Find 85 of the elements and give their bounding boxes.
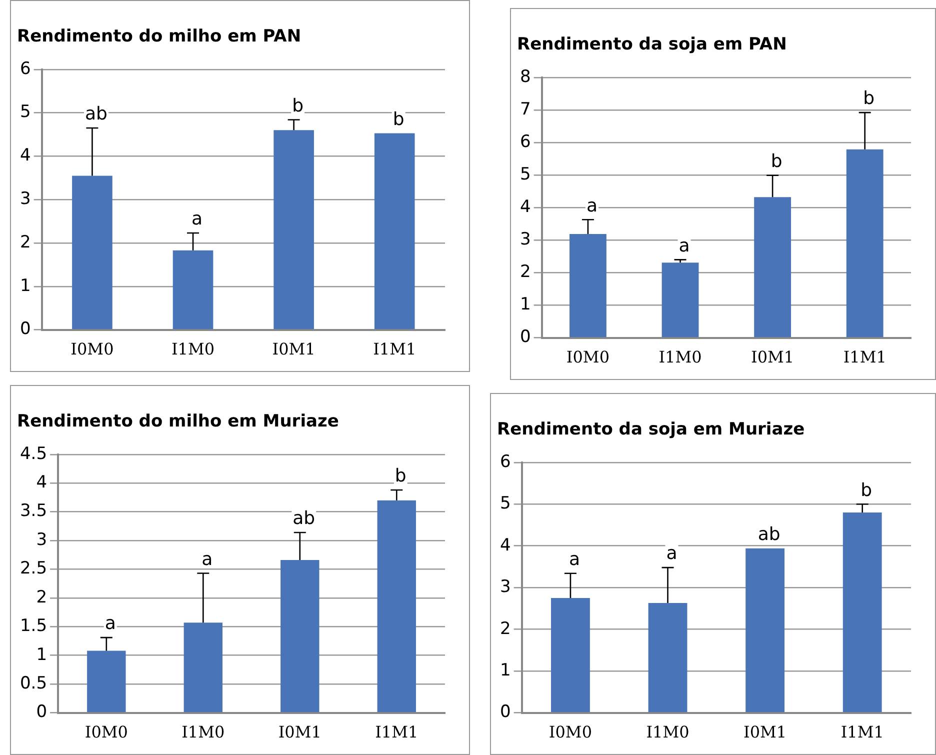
bar — [377, 500, 416, 712]
y-tick-label: 6 — [520, 132, 531, 152]
y-tick-label: 3 — [20, 189, 31, 210]
bar — [551, 598, 590, 712]
y-tick-label: 1.5 — [20, 616, 48, 636]
y-tick-label: 6 — [500, 452, 511, 472]
y-tick-label: 4 — [520, 197, 531, 218]
x-tick-label: I0M1 — [751, 348, 794, 367]
bar — [280, 560, 320, 712]
y-tick-label: 6 — [20, 58, 31, 79]
y-tick-label: 4 — [36, 472, 48, 493]
y-tick-label: 3 — [500, 577, 511, 598]
annotation: a — [568, 549, 580, 570]
annotation: a — [191, 208, 203, 230]
annotation: a — [666, 543, 678, 564]
x-tick-label: I1M1 — [840, 722, 884, 742]
annotation: b — [860, 480, 872, 501]
annotation: ab — [84, 104, 108, 125]
y-tick-label: 0.5 — [20, 674, 48, 694]
x-tick-label: I0M0 — [70, 340, 114, 359]
annotation: a — [202, 548, 213, 570]
y-tick-label: 1 — [500, 660, 511, 680]
y-tick-label: 3 — [36, 530, 48, 550]
y-tick-label: 4 — [500, 535, 511, 556]
y-tick-label: 7 — [520, 99, 531, 120]
y-tick-label: 0 — [20, 319, 31, 340]
y-tick-label: 2.5 — [20, 558, 48, 579]
annotation: b — [392, 108, 404, 130]
chart-title: Rendimento do milho em PAN — [17, 26, 302, 47]
annotation: a — [678, 235, 690, 256]
bar — [274, 130, 314, 330]
y-tick-label: 8 — [520, 66, 531, 87]
annotation: b — [863, 88, 875, 110]
y-tick-label: 2 — [520, 262, 531, 282]
x-tick-label: I0M0 — [84, 722, 128, 742]
chart-title: Rendimento do milho em Muriaze — [17, 412, 339, 432]
bar — [184, 622, 222, 712]
annotation: b — [770, 151, 782, 172]
bar — [72, 176, 112, 330]
x-tick-label: I1M0 — [646, 722, 690, 742]
x-tick-label: I0M0 — [566, 348, 610, 367]
bar — [374, 133, 415, 330]
annotation: b — [394, 466, 406, 487]
bar — [746, 548, 785, 712]
annotation: b — [292, 95, 304, 116]
bar — [172, 250, 214, 330]
bar — [648, 603, 688, 712]
y-tick-label: 1 — [36, 644, 48, 665]
x-tick-label: I0M1 — [278, 722, 322, 742]
x-tick-label: I1M0 — [171, 340, 215, 359]
annotation: a — [586, 195, 598, 216]
y-tick-label: 2 — [500, 618, 511, 639]
x-tick-label: I1M0 — [658, 348, 702, 367]
y-tick-label: 0 — [500, 702, 511, 722]
y-tick-label: 2 — [36, 587, 48, 608]
y-tick-label: 0 — [520, 327, 531, 348]
chart-title: Rendimento da soja em Muriaze — [497, 420, 805, 440]
bar — [570, 234, 606, 338]
y-tick-label: 4 — [20, 146, 31, 166]
bar — [846, 149, 884, 338]
y-tick-label: 3 — [520, 230, 531, 250]
x-tick-label: I0M1 — [272, 340, 316, 359]
annotation: ab — [758, 524, 780, 546]
annotation: a — [104, 613, 116, 634]
y-tick-label: 5 — [20, 102, 31, 122]
x-tick-label: I0M0 — [548, 722, 592, 742]
y-tick-label: 5 — [520, 164, 531, 184]
x-tick-label: I1M1 — [375, 722, 418, 742]
bar — [662, 262, 699, 338]
bar — [754, 197, 792, 338]
y-tick-label: 5 — [500, 494, 511, 514]
y-tick-label: 3.5 — [20, 501, 48, 522]
y-tick-label: 4.5 — [20, 444, 48, 464]
x-tick-label: I1M0 — [182, 722, 225, 742]
x-tick-label: I1M1 — [843, 348, 886, 367]
bar — [842, 512, 882, 712]
chart-title: Rendimento da soja em PAN — [517, 34, 787, 55]
y-tick-label: 0 — [36, 702, 48, 722]
annotation: ab — [292, 508, 316, 530]
x-tick-label: I0M1 — [744, 722, 787, 742]
y-tick-label: 1 — [520, 294, 531, 315]
y-tick-label: 1 — [20, 276, 31, 296]
bar — [87, 650, 126, 712]
x-tick-label: I1M1 — [373, 340, 416, 359]
y-tick-label: 2 — [20, 232, 31, 252]
